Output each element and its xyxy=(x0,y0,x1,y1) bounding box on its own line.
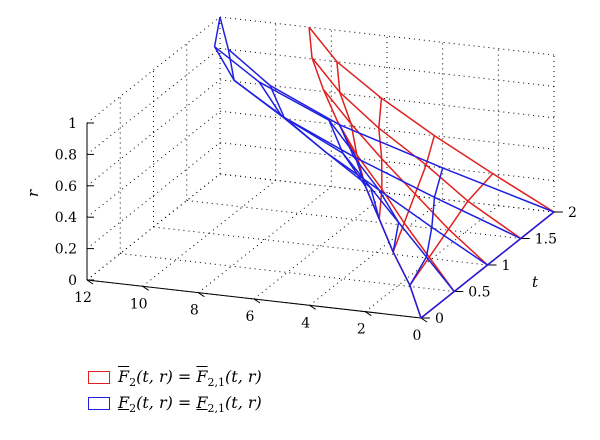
surface-mesh-line xyxy=(219,16,555,213)
grid-line xyxy=(86,16,221,124)
grid-line xyxy=(120,253,455,292)
rhs-main: F xyxy=(196,367,208,386)
grid-line xyxy=(365,205,499,313)
lhs-main: F xyxy=(118,367,130,386)
surface-mesh-line xyxy=(227,49,366,187)
x-tick-label: 4 xyxy=(301,315,310,331)
lhs-args: (t, r) xyxy=(136,367,173,386)
legend-swatch-red xyxy=(88,371,110,384)
surface-mesh-line xyxy=(213,16,355,154)
lhs-main: F xyxy=(118,393,130,412)
x-tick-mark xyxy=(365,311,372,317)
r-axis-label: r xyxy=(24,189,42,197)
x-tick-mark xyxy=(420,317,428,323)
surface-mesh-line xyxy=(322,88,489,266)
surfaces xyxy=(213,16,555,319)
r-tick-label: 0.8 xyxy=(55,147,77,163)
t-tick-label: 1.5 xyxy=(535,232,557,248)
r-tick-label: 0 xyxy=(68,273,77,289)
t-tick-label: 0 xyxy=(435,311,444,327)
grid-line xyxy=(142,179,276,287)
surface-mesh-line xyxy=(409,173,494,286)
x-tick-label: 8 xyxy=(190,303,199,319)
surface-mesh-line xyxy=(353,153,422,319)
grid-line xyxy=(253,192,388,300)
grid-line xyxy=(86,142,221,249)
x-tick-label: 0 xyxy=(413,328,422,344)
lhs-sub: 2 xyxy=(129,376,137,390)
grid-line xyxy=(86,48,221,155)
rhs-sub: 2,1 xyxy=(207,376,226,390)
lhs-sub: 2 xyxy=(129,402,137,416)
surface-mesh-line xyxy=(311,57,522,240)
grid-line xyxy=(198,186,332,294)
grid-line xyxy=(86,173,221,281)
surface-series xyxy=(308,26,555,319)
surface-mesh-line xyxy=(269,85,380,220)
grid-line xyxy=(219,110,555,150)
grid-line xyxy=(86,110,221,218)
t-axis-label: t xyxy=(532,273,539,291)
x-tick-label: 10 xyxy=(130,296,148,312)
grid-line xyxy=(309,198,443,306)
x-tick-mark xyxy=(309,304,316,310)
legend-swatch-blue xyxy=(88,397,110,410)
x-tick-mark xyxy=(142,285,149,291)
surface-mesh-line xyxy=(213,46,522,240)
eq-sign: = xyxy=(172,367,197,386)
eq-sign: = xyxy=(172,393,197,412)
x-tick-mark xyxy=(198,292,205,298)
grid-line xyxy=(86,79,221,187)
surface-mesh-line xyxy=(409,167,444,286)
grid-line xyxy=(219,142,555,182)
t-tick-label: 1 xyxy=(502,258,511,274)
rhs-sub: 2,1 xyxy=(207,402,226,416)
x-tick-label: 12 xyxy=(74,290,92,306)
r-tick-label: 0.2 xyxy=(55,242,77,258)
legend-label: F2(t, r) = F2,1(t, r) xyxy=(118,392,262,420)
surface-mesh-line xyxy=(353,153,422,319)
surface-mesh-line xyxy=(258,81,488,266)
rhs-args: (t, r) xyxy=(225,367,262,386)
axes xyxy=(86,122,563,323)
grid-line xyxy=(219,47,555,87)
x-tick-mark xyxy=(86,279,94,285)
rhs-args: (t, r) xyxy=(225,393,262,412)
surface-mesh-line xyxy=(308,26,555,213)
r-tick-label: 1 xyxy=(68,116,77,132)
grid-line xyxy=(219,79,555,119)
r-tick-label: 0.4 xyxy=(55,210,77,226)
grid-line xyxy=(186,200,521,239)
lhs-args: (t, r) xyxy=(136,393,173,412)
r-tick-label: 0.6 xyxy=(55,179,77,195)
surface-mesh-line xyxy=(420,211,555,319)
t-tick-label: 0.5 xyxy=(468,285,490,301)
x-tick-mark xyxy=(253,298,261,304)
x-tick-label: 2 xyxy=(357,322,366,338)
surface-mesh-line xyxy=(336,120,455,292)
surface-mesh-line xyxy=(392,135,436,253)
surface-mesh-line xyxy=(328,119,455,292)
surface-series xyxy=(213,16,555,319)
t-tick-label: 2 xyxy=(568,205,577,221)
legend-label: F2(t, r) = F2,1(t, r) xyxy=(118,366,262,394)
x-tick-label: 6 xyxy=(246,309,255,325)
grid-line xyxy=(219,16,555,56)
rhs-main: F xyxy=(196,393,208,412)
surface-mesh-line xyxy=(378,98,383,220)
